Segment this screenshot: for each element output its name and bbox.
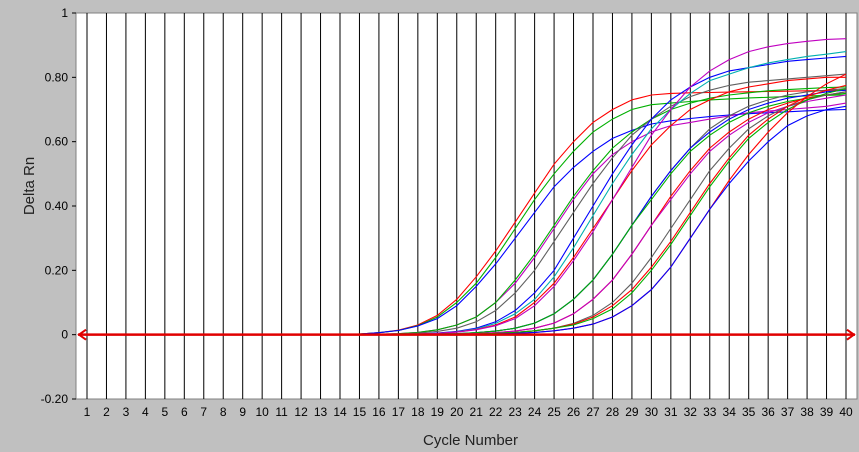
y-tick-label: 0.40 xyxy=(45,199,69,213)
x-tick-label: 34 xyxy=(723,405,737,419)
x-tick-label: 3 xyxy=(123,405,130,419)
y-axis-ticks: -0.20 0 0.20 0.40 0.60 0.80 1 xyxy=(41,6,76,406)
threshold-left-arrow-icon[interactable] xyxy=(77,328,87,341)
x-tick-label: 35 xyxy=(742,405,756,419)
x-tick-label: 28 xyxy=(606,405,620,419)
x-tick-label: 13 xyxy=(314,405,328,419)
x-tick-label: 30 xyxy=(645,405,659,419)
x-tick-label: 11 xyxy=(275,405,288,419)
y-tick-label: 1 xyxy=(61,6,68,20)
y-tick-label: -0.20 xyxy=(41,392,69,406)
y-tick-label: 0.80 xyxy=(45,70,69,84)
y-tick-label: 0.20 xyxy=(45,263,69,277)
x-tick-label: 10 xyxy=(255,405,269,419)
x-tick-label: 8 xyxy=(220,405,227,419)
x-tick-label: 37 xyxy=(781,405,795,419)
x-tick-label: 33 xyxy=(703,405,717,419)
x-tick-label: 19 xyxy=(431,405,445,419)
x-tick-label: 20 xyxy=(450,405,464,419)
y-axis-title: Delta Rn xyxy=(21,157,38,215)
x-tick-label: 25 xyxy=(547,405,561,419)
x-tick-label: 12 xyxy=(294,405,308,419)
x-tick-label: 36 xyxy=(761,405,775,419)
x-tick-label: 24 xyxy=(528,405,542,419)
x-tick-label: 26 xyxy=(567,405,581,419)
threshold-right-arrow-icon[interactable] xyxy=(846,328,856,341)
x-tick-label: 32 xyxy=(684,405,698,419)
x-tick-label: 14 xyxy=(333,405,347,419)
x-tick-label: 18 xyxy=(411,405,425,419)
x-tick-label: 2 xyxy=(103,405,110,419)
x-tick-label: 7 xyxy=(200,405,207,419)
threshold-line[interactable] xyxy=(77,328,856,341)
x-tick-label: 9 xyxy=(239,405,246,419)
x-tick-label: 29 xyxy=(625,405,639,419)
x-tick-label: 39 xyxy=(820,405,834,419)
x-tick-label: 23 xyxy=(508,405,522,419)
x-tick-label: 40 xyxy=(839,405,853,419)
x-tick-label: 6 xyxy=(181,405,188,419)
x-tick-label: 1 xyxy=(84,405,91,419)
x-tick-label: 16 xyxy=(372,405,386,419)
y-tick-label: 0.60 xyxy=(45,135,69,149)
x-tick-label: 22 xyxy=(489,405,503,419)
x-tick-label: 31 xyxy=(664,405,678,419)
x-tick-label: 15 xyxy=(353,405,367,419)
x-tick-label: 17 xyxy=(392,405,406,419)
x-tick-label: 5 xyxy=(162,405,169,419)
x-tick-label: 4 xyxy=(142,405,149,419)
x-tick-label: 21 xyxy=(470,405,484,419)
x-tick-label: 38 xyxy=(800,405,814,419)
x-axis-title: Cycle Number xyxy=(423,432,518,449)
x-axis-ticks: 1 2 3 4 5 6 7 8 9 10 11 12 13 14 15 16 17 18 19 20 21 22 23 24 2… xyxy=(84,405,853,419)
x-tick-label: 27 xyxy=(586,405,600,419)
y-tick-label: 0 xyxy=(61,328,68,342)
